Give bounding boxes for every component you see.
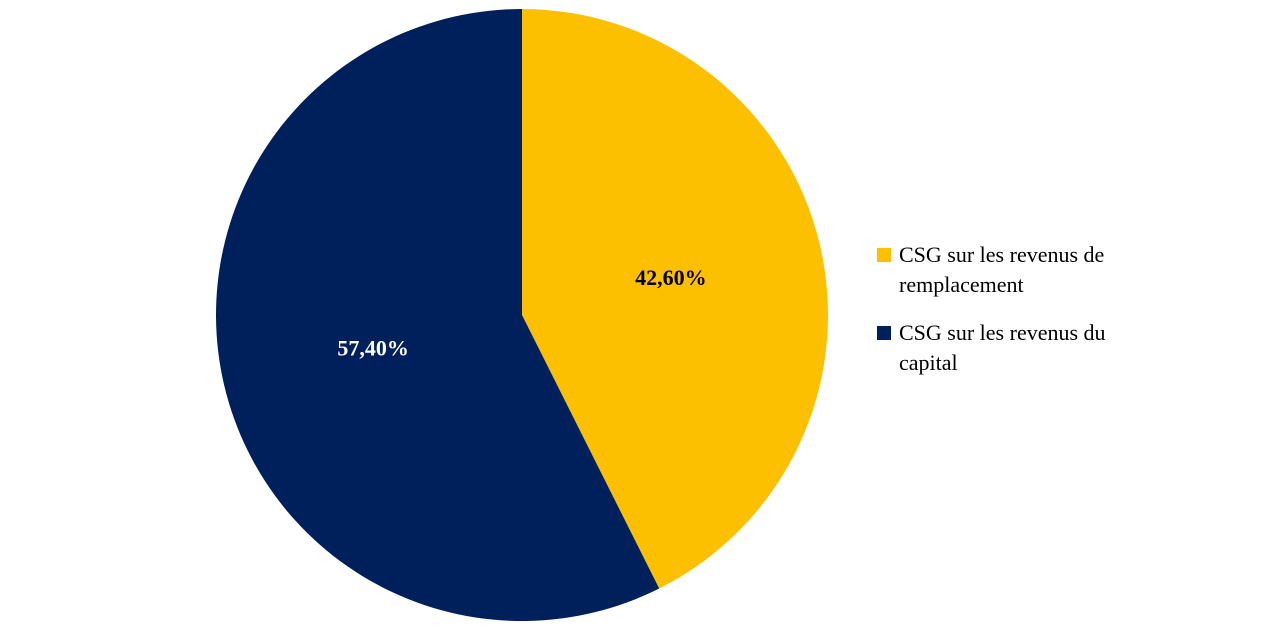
value-label: 57,40% bbox=[337, 335, 409, 360]
legend-label: CSG sur les revenus de remplacement bbox=[899, 242, 1105, 297]
legend: CSG sur les revenus de remplacement CSG s… bbox=[877, 240, 1137, 396]
legend-item: CSG sur les revenus de remplacement bbox=[877, 240, 1137, 300]
pie-slice bbox=[216, 9, 660, 621]
legend-label: CSG sur les revenus du capital bbox=[899, 320, 1106, 375]
legend-swatch bbox=[877, 326, 891, 340]
legend-item: CSG sur les revenus du capital bbox=[877, 318, 1137, 378]
value-label: 42,60% bbox=[635, 265, 707, 290]
legend-swatch bbox=[877, 248, 891, 262]
pie-slice bbox=[522, 9, 828, 589]
